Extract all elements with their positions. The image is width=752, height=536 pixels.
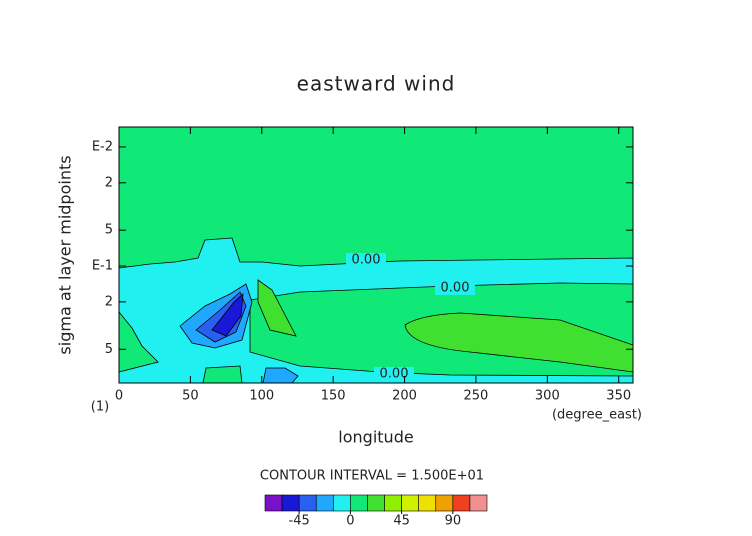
label-bg [374,367,414,381]
y-tick-label: 2 [105,294,113,309]
contour-region [404,312,633,373]
plot-frame [118,126,634,384]
colorbar-bin [315,494,334,512]
y-axis-label: sigma at layer midpoints [56,155,75,354]
y-tick-label: 5 [105,223,113,238]
colorbar-bin [298,494,317,512]
colorbar-bin [435,494,454,512]
contour-region [202,365,243,383]
label-bg [435,281,475,295]
plot-area [119,127,633,383]
label-bg [346,253,386,267]
contour-region [257,279,297,337]
x-tick-label: 350 [606,389,631,404]
x-tick-label: 250 [464,389,489,404]
y-tick-label: 2 [105,175,113,190]
colorbar-bin [469,494,488,512]
x-unit: (degree_east) [552,408,642,423]
colorbar-bin [264,494,283,512]
x-tick-label: 200 [392,389,417,404]
colorbar-bin [350,494,368,512]
colorbar-tick-label: -45 [289,514,310,529]
x-tick-label: 0 [115,389,123,404]
colorbar-bin [333,494,351,512]
x-tick-label: 150 [321,389,346,404]
colorbar-bin [418,494,437,512]
colorbar-tick-label: 0 [346,514,354,529]
contour-label: 0.00 [380,367,409,382]
y-tick-label: E-1 [92,259,113,274]
contour-region [211,293,244,337]
contour-interval: CONTOUR INTERVAL = 1.500E+01 [260,469,484,484]
contour-region [262,367,299,383]
contour-label: 0.00 [441,281,470,296]
y-unit: (1) [91,400,109,415]
colorbar-bin [401,494,419,512]
chart-title: eastward wind [297,72,456,96]
x-axis-label: longitude [338,428,413,447]
y-tick-label: 5 [105,342,113,357]
x-tick-label: 100 [249,389,274,404]
x-tick-label: 50 [182,389,199,404]
colorbar-bin [452,494,471,512]
y-tick-label: E-2 [92,139,113,154]
x-tick-label: 300 [535,389,560,404]
colorbar-tick-label: 45 [393,514,410,529]
colorbar-bin [367,494,385,512]
contour-label: 0.00 [352,253,381,268]
colorbar-bin [384,494,402,512]
colorbar-tick-label: 90 [445,514,462,529]
colorbar-bin [281,494,300,512]
contour-region [119,311,159,373]
